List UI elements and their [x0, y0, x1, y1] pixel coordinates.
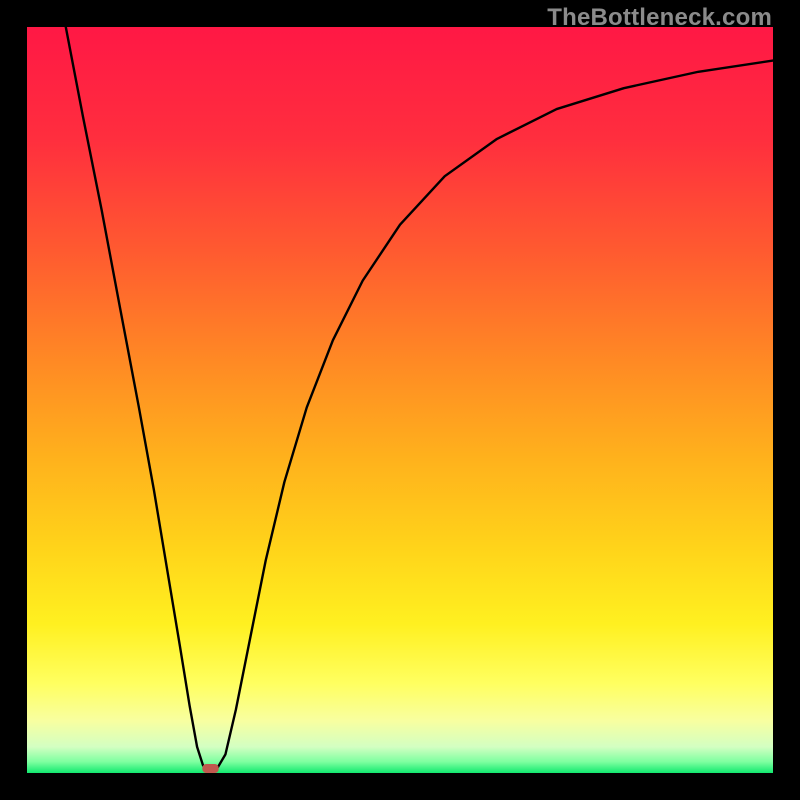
chart-frame	[27, 27, 773, 773]
bottleneck-chart	[27, 27, 773, 773]
gradient-background	[27, 27, 773, 773]
optimum-marker	[202, 764, 218, 773]
watermark-text: TheBottleneck.com	[547, 4, 772, 32]
